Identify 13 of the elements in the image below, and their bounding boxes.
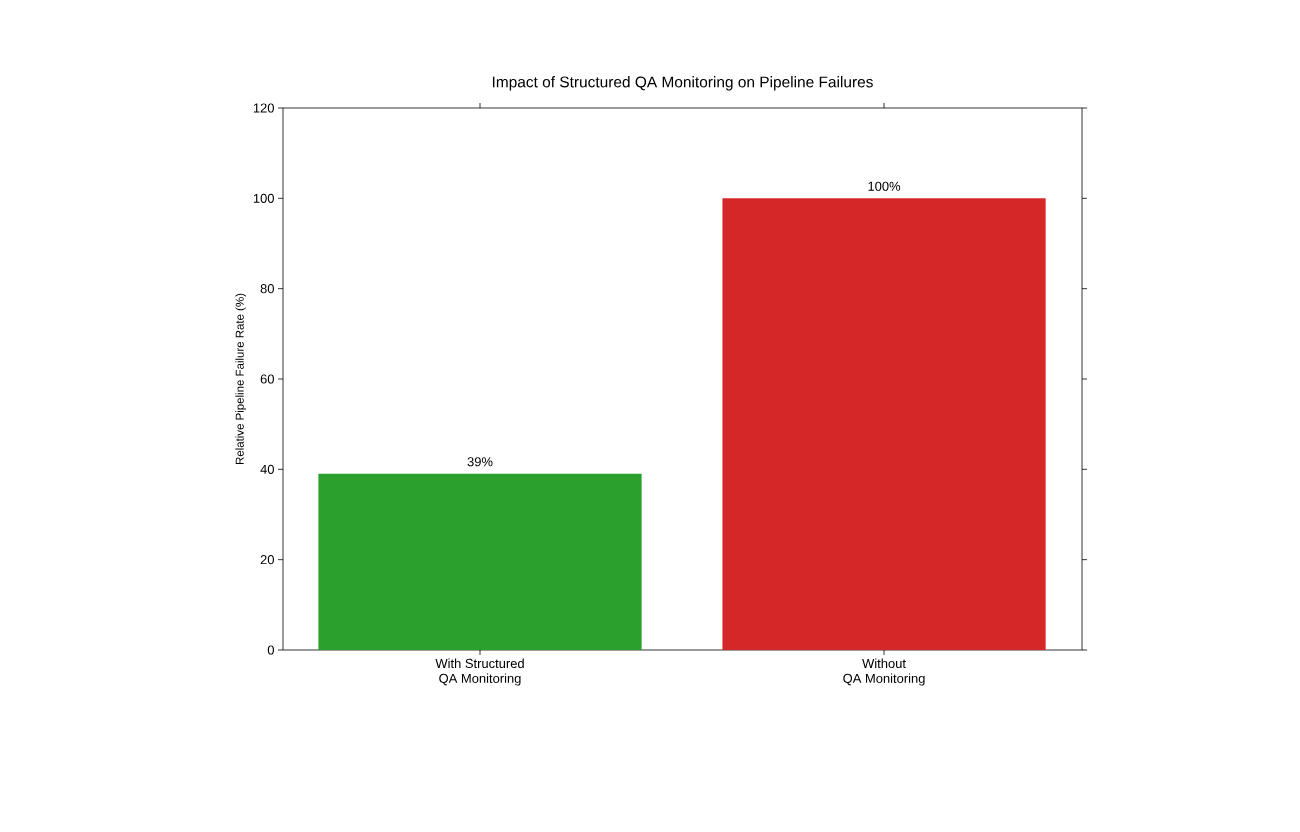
y-tick-label: 20 [260, 555, 274, 565]
y-tick-label: 80 [260, 284, 274, 294]
x-tick-label: Without QA Monitoring [843, 658, 925, 686]
y-tick-label: 100 [253, 193, 274, 203]
y-tick-label: 40 [260, 464, 274, 474]
data-label: 100% [868, 181, 901, 191]
data-label: 39% [467, 457, 493, 467]
y-tick-label: 0 [267, 645, 274, 655]
y-tick-label: 120 [253, 103, 274, 113]
y-tick-label: 60 [260, 374, 274, 384]
x-tick-label: With Structured QA Monitoring [435, 658, 524, 686]
y-axis-title: Relative Pipeline Failure Rate (%) [235, 293, 247, 465]
chart-title: Impact of Structured QA Monitoring on Pipeline Failures [492, 76, 873, 91]
